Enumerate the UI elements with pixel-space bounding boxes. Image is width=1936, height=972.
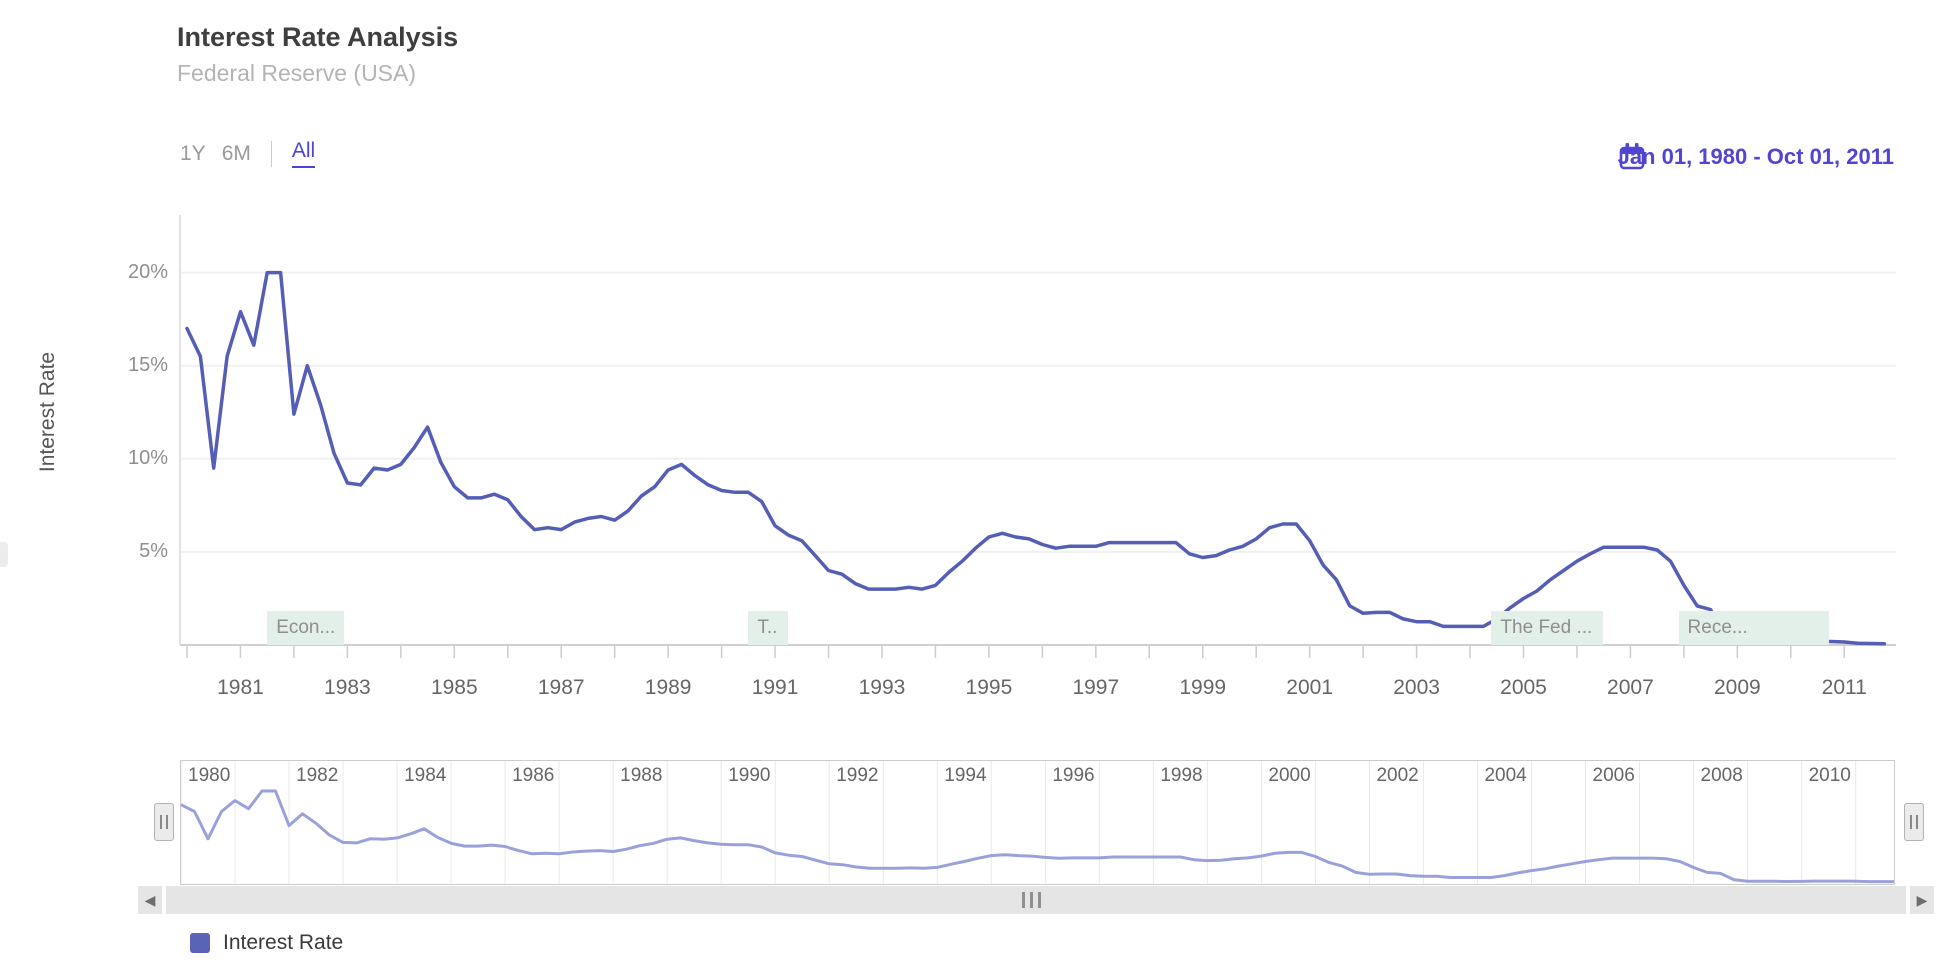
x-axis-tick-label: 2009 [1713, 676, 1761, 699]
x-axis-tick-label: 1987 [537, 676, 585, 699]
event-flag[interactable]: Rece... [1678, 611, 1829, 645]
navigator[interactable]: 1980 1982 1984 1986 1988 1990 1992 1994 1996 1998… [180, 760, 1895, 885]
clipped-edge-artifact [0, 542, 8, 567]
navigator-year-label: 2000 [1268, 765, 1311, 786]
y-axis-tick-label: 20% [127, 260, 168, 283]
x-axis-tick-label: 2003 [1393, 676, 1440, 699]
navigator-year-label: 1982 [296, 765, 339, 786]
scroll-left-icon: ◀ [144, 891, 156, 908]
navigator-year-label: 1996 [1052, 765, 1095, 786]
y-axis-tick-label: 15% [127, 353, 168, 376]
scroll-left-button[interactable]: ◀ [138, 886, 162, 914]
navigator-right-handle-icon[interactable] [1904, 803, 1924, 841]
navigator-year-label: 1980 [188, 765, 231, 786]
x-axis-tick-label: 2007 [1607, 676, 1654, 699]
scroll-right-icon: ▶ [1916, 891, 1928, 908]
navigator-year-label: 1998 [1160, 765, 1203, 786]
range-selector-divider [270, 140, 272, 167]
navigator-year-label: 1994 [944, 765, 987, 786]
navigator-series-line [181, 789, 1894, 884]
event-flag[interactable]: The Fed ... [1491, 611, 1604, 645]
navigator-left-handle-icon[interactable] [154, 803, 174, 841]
navigator-year-label: 1988 [620, 765, 663, 786]
navigator-year-label: 2010 [1808, 765, 1851, 786]
x-axis-tick-label: 1997 [1072, 676, 1120, 699]
y-axis-tick-label: 10% [127, 446, 168, 469]
calendar-icon [1619, 143, 1644, 170]
page-title: Interest Rate Analysis [177, 22, 459, 52]
date-range-picker[interactable]: Jan 01, 1980 - Oct 01, 2011 [1617, 143, 1894, 170]
scrollbar-track[interactable] [166, 886, 1906, 914]
legend-swatch-icon [190, 933, 210, 953]
legend-label: Interest Rate [223, 931, 344, 954]
x-axis-tick-label: 1983 [324, 676, 371, 699]
navigator-year-label: 1986 [512, 765, 555, 786]
x-axis-tick-label: 1995 [965, 676, 1013, 699]
y-axis-tick-label: 5% [139, 539, 168, 562]
scroll-right-button[interactable]: ▶ [1910, 886, 1934, 914]
navigator-year-label: 1984 [404, 765, 447, 786]
navigator-year-label: 2002 [1376, 765, 1419, 786]
navigator-year-label: 2006 [1592, 765, 1635, 786]
x-axis-tick-label: 2005 [1500, 676, 1547, 699]
navigator-year-label: 1990 [728, 765, 771, 786]
main-chart-plot [179, 215, 1896, 658]
range-button-6m[interactable]: 6M [221, 141, 251, 165]
x-axis-tick-label: 1981 [217, 676, 264, 699]
x-axis-tick-label: 2001 [1286, 676, 1334, 699]
interest-rate-series-line [185, 270, 1887, 646]
legend-item-interest-rate[interactable]: Interest Rate [190, 931, 343, 955]
x-axis-tick-label: 1993 [858, 676, 906, 699]
scrollbar-grip-icon[interactable] [1022, 892, 1041, 908]
range-button-1y[interactable]: 1Y [180, 141, 206, 165]
range-button-all[interactable]: All [291, 139, 316, 168]
date-range-text: Jan 01, 1980 - Oct 01, 2011 [1617, 144, 1894, 169]
x-axis-tick-label: 1989 [644, 676, 692, 699]
event-flag[interactable]: Econ... [267, 611, 345, 645]
navigator-year-label: 1992 [836, 765, 879, 786]
x-axis-tick-label: 1985 [430, 676, 478, 699]
scrollbar: ◀ ▶ [0, 886, 1936, 914]
x-axis-tick-label: 1999 [1179, 676, 1227, 699]
navigator-year-label: 2004 [1484, 765, 1527, 786]
x-axis-tick-label: 2011 [1821, 676, 1867, 699]
event-flag[interactable]: T.. [748, 611, 789, 645]
navigator-year-label: 2008 [1700, 765, 1743, 786]
x-axis-tick-label: 1991 [751, 676, 799, 699]
page-subtitle: Federal Reserve (USA) [177, 60, 417, 86]
range-selector: 1Y 6M All [180, 139, 316, 168]
